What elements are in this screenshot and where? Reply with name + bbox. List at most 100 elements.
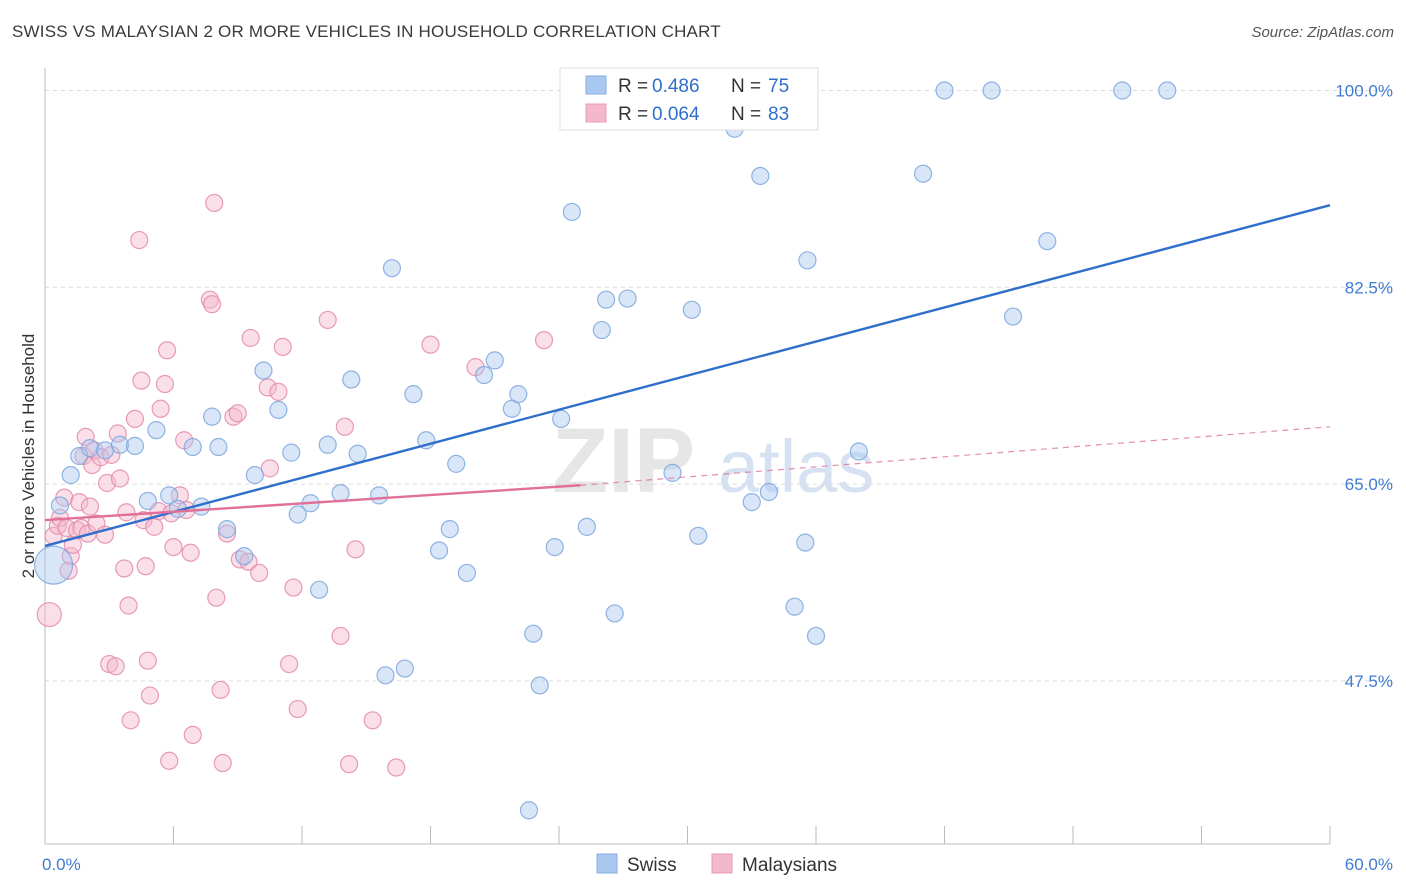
malaysians-point <box>117 503 136 522</box>
malaysians-point <box>318 310 337 330</box>
malaysians-point <box>106 657 125 676</box>
swiss-point <box>33 545 74 585</box>
malaysians-point <box>288 699 307 719</box>
malaysians-point <box>76 427 95 446</box>
malaysians-point <box>80 497 100 516</box>
swiss-point <box>310 580 329 599</box>
swiss-point <box>1038 232 1057 251</box>
swiss-point <box>183 437 202 457</box>
swiss-point <box>348 444 367 463</box>
swiss-point <box>282 443 301 462</box>
swiss-point <box>1158 81 1177 100</box>
swiss-point <box>404 385 423 404</box>
malaysians-point <box>151 399 170 418</box>
malaysians-point <box>138 651 157 670</box>
swiss-point <box>849 442 868 461</box>
swiss-point <box>217 520 237 539</box>
y-axis-label: 2 or more Vehicles in Household <box>19 334 38 579</box>
malaysians-point <box>335 417 354 436</box>
swiss-point <box>125 436 145 455</box>
malaysians-point <box>110 469 130 488</box>
swiss-points <box>33 81 1177 820</box>
source-credit: Source: ZipAtlas.com <box>1251 24 1394 41</box>
swiss-point <box>1113 81 1132 100</box>
swiss-point <box>530 676 549 695</box>
legend-r-value-swiss: 0.486 <box>652 76 700 97</box>
swiss-point <box>597 290 616 309</box>
swiss-point <box>160 486 179 505</box>
malaysians-point <box>108 424 127 443</box>
y-tick-label: 47.5% <box>1345 672 1393 691</box>
swiss-point <box>209 437 228 457</box>
legend-box: R = 0.486 N = 75 R = 0.064 N = 83 <box>559 67 819 131</box>
swiss-point <box>447 454 466 473</box>
malaysians-point <box>160 751 179 770</box>
malaysians-point <box>280 654 299 674</box>
malaysians-point <box>205 193 224 213</box>
swiss-point <box>913 164 933 183</box>
malaysians-point <box>269 382 288 401</box>
x-tick-label-start: 0.0% <box>42 855 81 874</box>
malaysians-point <box>331 626 350 646</box>
malaysians-point <box>534 331 554 350</box>
malaysians-point <box>228 404 247 423</box>
swiss-point <box>806 626 826 646</box>
malaysians-point <box>258 378 277 397</box>
swiss-point <box>798 251 817 270</box>
swiss-point <box>742 493 761 512</box>
swiss-point <box>235 546 254 566</box>
malaysians-point <box>36 601 62 628</box>
swiss-point <box>785 597 804 616</box>
swiss-point <box>1003 307 1023 326</box>
swiss-point <box>562 202 581 222</box>
swiss-point <box>982 81 1001 100</box>
axes <box>44 68 1331 845</box>
swiss-point <box>759 482 778 502</box>
malaysians-point <box>273 337 292 357</box>
malaysians-trend-line <box>44 484 581 522</box>
swiss-point <box>80 439 100 458</box>
watermark-atlas: atlas <box>718 425 874 508</box>
malaysians-point <box>421 335 440 354</box>
y-tick-label: 65.0% <box>1345 475 1393 494</box>
malaysians-point <box>140 686 160 705</box>
bottom-legend-swatch-swiss <box>596 853 618 874</box>
trend-lines <box>44 204 1331 548</box>
chart-title: SWISS VS MALAYSIAN 2 OR MORE VEHICLES IN… <box>12 22 721 41</box>
malaysians-point <box>136 557 155 576</box>
swiss-point <box>592 320 611 340</box>
y-tick-labels: 47.5% 65.0% 82.5% 100.0% <box>1335 81 1393 690</box>
bottom-legend: Swiss Malaysians <box>596 853 837 876</box>
legend-swatch-swiss <box>585 75 607 95</box>
x-tick-label-end: 60.0% <box>1345 855 1393 874</box>
swiss-point <box>663 463 682 482</box>
malaysians-point <box>260 459 279 478</box>
y-tick-label: 82.5% <box>1345 278 1393 297</box>
swiss-point <box>519 801 539 820</box>
swiss-point <box>485 351 504 370</box>
malaysians-point <box>155 374 175 394</box>
malaysians-point <box>346 540 365 559</box>
malaysians-point <box>181 543 200 562</box>
swiss-point <box>457 563 477 583</box>
legend-n-label-malaysians: N = <box>731 104 761 125</box>
gridlines <box>45 89 1392 682</box>
swiss-point <box>269 400 288 419</box>
swiss-point <box>689 526 708 545</box>
malaysians-point <box>363 711 382 730</box>
swiss-point <box>935 81 954 100</box>
swiss-point <box>440 520 459 539</box>
malaysians-point <box>164 537 183 557</box>
swiss-point <box>288 505 307 524</box>
malaysians-point <box>183 725 202 745</box>
y-tick-label: 100.0% <box>1335 81 1393 100</box>
malaysians-point <box>157 341 177 360</box>
malaysians-point <box>125 409 145 428</box>
swiss-point <box>395 659 414 678</box>
malaysians-point <box>115 559 134 578</box>
swiss-point <box>147 421 166 440</box>
swiss-point <box>796 533 815 552</box>
swiss-point <box>370 486 389 505</box>
malaysians-point <box>211 680 230 700</box>
swiss-point <box>318 435 337 454</box>
